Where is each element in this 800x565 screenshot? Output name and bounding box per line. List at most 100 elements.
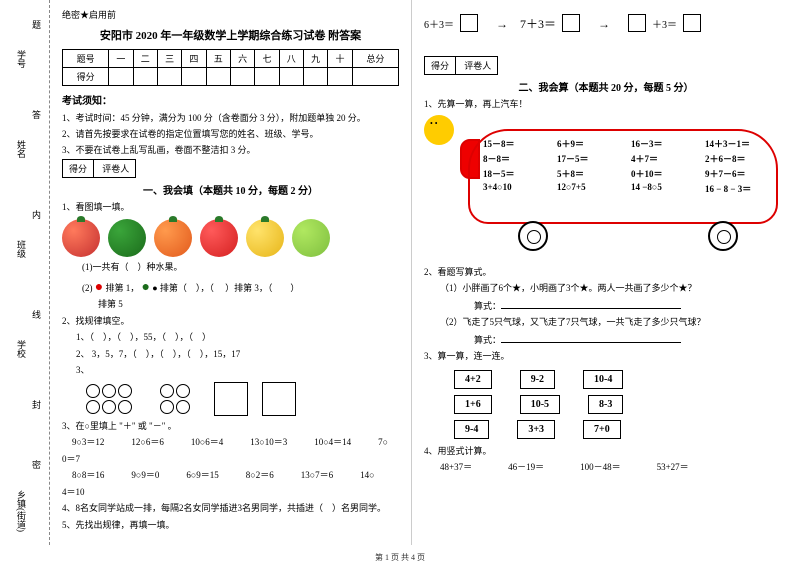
td[interactable]: [352, 68, 398, 86]
q1-2-red: 排第 1，: [105, 283, 139, 293]
margin-dash: 密: [30, 460, 43, 469]
circle-icon: [102, 384, 116, 398]
connect-box: 1+6: [454, 395, 492, 414]
red-dot-icon: ●: [95, 280, 103, 295]
th: 十: [328, 50, 352, 68]
exam-title: 安阳市 2020 年一年级数学上学期综合练习试卷 附答案: [62, 27, 399, 43]
margin-dash: 答: [30, 110, 43, 119]
secret-label: 绝密★启用前: [62, 8, 399, 21]
td[interactable]: [303, 68, 327, 86]
square-icon: [262, 382, 296, 416]
q4-items: 48+37＝ 46－19＝ 100－48＝ 53+27＝: [424, 461, 788, 475]
td[interactable]: [255, 68, 279, 86]
green-dot-icon: ●: [141, 280, 149, 295]
td[interactable]: [182, 68, 206, 86]
apple-icon: [200, 219, 238, 257]
connect-row: 1+6 10-5 8-3: [454, 395, 788, 414]
th: 一: [109, 50, 133, 68]
answer-blank[interactable]: [501, 299, 681, 309]
eq: 6＋9＝: [557, 137, 625, 150]
td[interactable]: [230, 68, 254, 86]
score-label: 得分: [63, 160, 94, 177]
square-icon: [214, 382, 248, 416]
tomato-icon: [62, 219, 100, 257]
td[interactable]: [133, 68, 157, 86]
wheel-icon: [518, 221, 548, 251]
notice-title: 考试须知：: [62, 92, 399, 107]
td[interactable]: [109, 68, 133, 86]
circle-icon: [118, 400, 132, 414]
eq: 12○7+5: [557, 182, 625, 195]
calc-text: 算式：: [474, 301, 501, 311]
circle-icon: [118, 384, 132, 398]
q3-line: 4＝10: [62, 486, 399, 500]
connect-row: 4+2 9-2 10-4: [454, 370, 788, 389]
th: 九: [303, 50, 327, 68]
right-column: 6＋3＝ → 7＋3＝ → ＋3＝ 得分 评卷人 二、我会算（本题共 20 分，…: [412, 0, 800, 545]
wheel-icon: [708, 221, 738, 251]
td[interactable]: [206, 68, 230, 86]
q2-line1: 1、（ ），（ ），55，（ ），（ ）: [62, 331, 399, 345]
question-2-1: 1、先算一算，再上汽车！: [424, 98, 788, 112]
score-table: 题号 一 二 三 四 五 六 七 八 九 十 总分 得分: [62, 49, 399, 86]
answer-box[interactable]: [460, 14, 478, 32]
eq: 15－8＝: [483, 137, 551, 150]
question-2-4: 4、用竖式计算。: [424, 445, 788, 459]
circle-icon: [86, 400, 100, 414]
answer-box[interactable]: [562, 14, 580, 32]
q2-line2: 2、 3，5，7，（ ），（ ），（ ），15，17: [62, 348, 399, 362]
eq: 3+4○10: [483, 182, 551, 195]
calc-text: 算式：: [474, 335, 501, 345]
grader-label: 评卷人: [458, 57, 497, 74]
td[interactable]: [157, 68, 181, 86]
td[interactable]: [328, 68, 352, 86]
answer-blank[interactable]: [501, 333, 681, 343]
q2-sub1: （1）小胖画了6个★，小明画了3个★。两人一共画了多少个★？: [424, 282, 788, 296]
section-2-title: 二、我会算（本题共 20 分，每题 5 分）: [424, 79, 788, 94]
eq: 5＋8＝: [557, 167, 625, 180]
eq: 14 −8○5: [631, 182, 699, 195]
q1-sub2: (2) ● 排第 1， ● ● 排第（ ），（ ）排第 3，（ ） 排第 5: [62, 277, 399, 312]
lime-icon: [292, 219, 330, 257]
circle-group: [160, 384, 200, 414]
section-1-title: 一、我会填（本题共 10 分，每题 2 分）: [62, 182, 399, 197]
circle-icon: [160, 384, 174, 398]
q3-line: 0＝7: [62, 453, 399, 467]
eq: 18－5＝: [483, 167, 551, 180]
calc-label: 算式：: [424, 299, 788, 314]
grader-label: 评卷人: [96, 160, 135, 177]
q2-line3: 3、: [62, 364, 399, 378]
score-entry-box: 得分 评卷人: [424, 56, 498, 75]
margin-item: 学校: [15, 340, 28, 358]
seq-text: 6＋3＝: [424, 16, 454, 31]
answer-box[interactable]: [628, 14, 646, 32]
margin-item: 班级: [15, 240, 28, 258]
th: 二: [133, 50, 157, 68]
td[interactable]: [279, 68, 303, 86]
arrow-icon: → 7＋3＝: [484, 15, 556, 32]
th: 三: [157, 50, 181, 68]
eq: 16－3＝: [631, 137, 699, 150]
question-1: 1、看图填一填。: [62, 201, 399, 215]
page: 题 学号 答 姓名 内 班级 线 学校 封 密 乡镇(街道) 绝密★启用前 安阳…: [0, 0, 800, 545]
margin-dash: 内: [30, 210, 43, 219]
margin-dash: 题: [30, 20, 43, 29]
table-row: 得分: [63, 68, 399, 86]
eq: 2＋6－8＝: [705, 152, 773, 165]
arrow-icon: →: [586, 15, 622, 32]
connect-box: 4+2: [454, 370, 492, 389]
q2-sub2: （2）飞走了5只气球，又飞走了7只气球，一共飞走了多少只气球？: [424, 316, 788, 330]
seq-text: ＋3＝: [652, 16, 677, 31]
page-footer: 第 1 页 共 4 页: [0, 552, 800, 563]
eq: 8－8＝: [483, 152, 551, 165]
answer-box[interactable]: [683, 14, 701, 32]
orange-icon: [154, 219, 192, 257]
margin-item: 姓名: [15, 140, 28, 158]
connect-box: 9-2: [520, 370, 555, 389]
question-4: 4、8名女同学站成一排，每隔2名女同学插进3名男同学，共插进（ ）名男同学。: [62, 502, 399, 516]
connect-box: 7+0: [583, 420, 621, 439]
eq: 16 − 8 − 3＝: [705, 182, 773, 195]
th: 七: [255, 50, 279, 68]
score-label: 得分: [425, 57, 456, 74]
connect-box: 9-4: [454, 420, 489, 439]
